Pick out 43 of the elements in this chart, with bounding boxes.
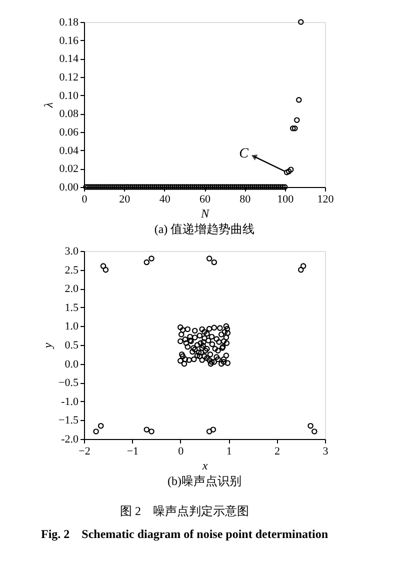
y-tick-label: 0.0 [64, 358, 79, 370]
y-axis-title: λ [41, 102, 56, 109]
y-tick-label: 0.02 [59, 163, 78, 176]
y-tick-label: -2.0 [61, 434, 79, 446]
y-tick-label: 1.0 [64, 320, 79, 333]
x-tick-label: −2 [78, 446, 90, 458]
x-tick-label: 0 [82, 194, 88, 206]
y-tick-label: 2.0 [64, 283, 79, 296]
x-axis-title: N [200, 206, 210, 220]
annotation: C [239, 146, 250, 162]
y-tick-label: 1.5 [64, 302, 79, 314]
x-tick-label: 3 [322, 446, 329, 458]
x-tick-label: 60 [200, 194, 211, 206]
y-tick-label: 0.08 [59, 108, 79, 120]
x-tick-label: 1 [226, 446, 232, 458]
y-tick-label: 0.14 [59, 53, 79, 66]
x-tick-label: 120 [317, 194, 334, 206]
y-tick-label: 3.0 [64, 246, 79, 258]
y-tick-label: 0.04 [59, 144, 79, 157]
x-tick-label: 80 [240, 194, 252, 206]
x-tick-label: 100 [277, 194, 294, 206]
caption: Fig. 2 Schematic diagram of noise point determination [41, 527, 328, 541]
y-tick-label: 0.18 [59, 16, 79, 28]
x-tick-label: −1 [126, 446, 139, 458]
y-tick-label: -1.0 [61, 396, 79, 408]
y-tick-label: 0.00 [59, 182, 79, 194]
caption: 图 2 噪声点判定示意图 [120, 504, 249, 518]
y-tick-label: 2.5 [64, 264, 79, 276]
text: (a) 值递增趋势曲线 [154, 222, 255, 236]
y-tick-label: 0.10 [59, 90, 79, 102]
x-tick-label: 2 [274, 446, 280, 458]
y-tick-label: 0.06 [59, 126, 79, 138]
y-tick-label: 0.16 [59, 34, 79, 47]
x-tick-label: 40 [159, 194, 171, 206]
y-tick-label: 0.5 [64, 340, 79, 352]
y-tick-label: −0.5 [58, 377, 79, 390]
x-axis-title: x [201, 458, 208, 472]
y-tick-label: −1.5 [58, 414, 79, 427]
text: (b)噪声点识别 [168, 474, 242, 488]
x-tick-label: 0 [178, 446, 184, 458]
y-axis-title: y [40, 342, 55, 350]
x-tick-label: 20 [119, 194, 131, 206]
y-tick-label: 0.12 [59, 72, 78, 84]
